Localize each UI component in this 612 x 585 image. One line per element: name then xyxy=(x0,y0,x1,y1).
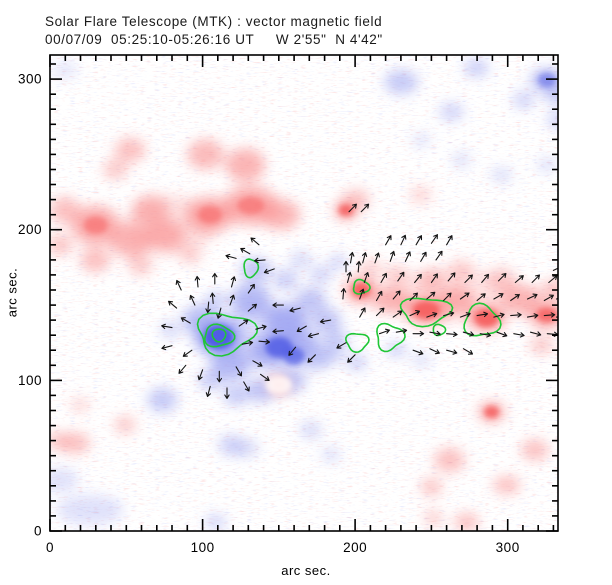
svg-text:0: 0 xyxy=(46,540,54,555)
y-axis-label: arc sec. xyxy=(4,267,20,318)
field-contours xyxy=(196,258,502,357)
svg-text:100: 100 xyxy=(191,540,215,555)
white-halos xyxy=(265,374,293,396)
plot-subtitle: 00/07/09 05:25:10-05:26:16 UT W 2'55" N … xyxy=(45,32,383,47)
svg-text:200: 200 xyxy=(18,222,42,237)
vector-arrows xyxy=(161,203,558,399)
axes xyxy=(49,54,559,532)
x-axis-label: arc sec. xyxy=(281,563,331,578)
svg-text:300: 300 xyxy=(18,72,42,87)
svg-text:100: 100 xyxy=(18,373,42,388)
svg-text:300: 300 xyxy=(496,540,520,555)
svg-text:0: 0 xyxy=(34,524,42,539)
blue-core-blobs xyxy=(203,72,557,366)
tick-labels: 0 100 200 300 0 100 200 300 xyxy=(18,72,520,555)
plot-title: Solar Flare Telescope (MTK) : vector mag… xyxy=(45,14,383,29)
svg-text:200: 200 xyxy=(343,540,367,555)
red-core-blobs xyxy=(83,196,558,418)
blue-soft-blobs xyxy=(50,59,558,530)
